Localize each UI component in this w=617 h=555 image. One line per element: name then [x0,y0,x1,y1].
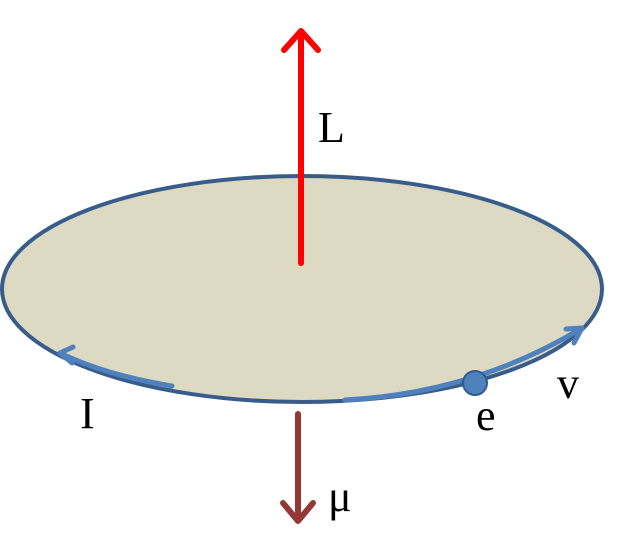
magnetic-moment-label: μ [328,472,352,521]
current-arrowhead [57,344,76,366]
angular-momentum-label: L [318,103,345,152]
electron-dot [462,370,488,396]
current-label: I [80,389,95,438]
magnetic-moment-arrowhead [280,500,316,524]
velocity-label: v [557,359,579,408]
velocity-arrowhead [563,325,585,346]
current-direction-arc [57,350,175,389]
angular-momentum-arrowhead [281,28,321,53]
electron-label: e [476,391,496,440]
